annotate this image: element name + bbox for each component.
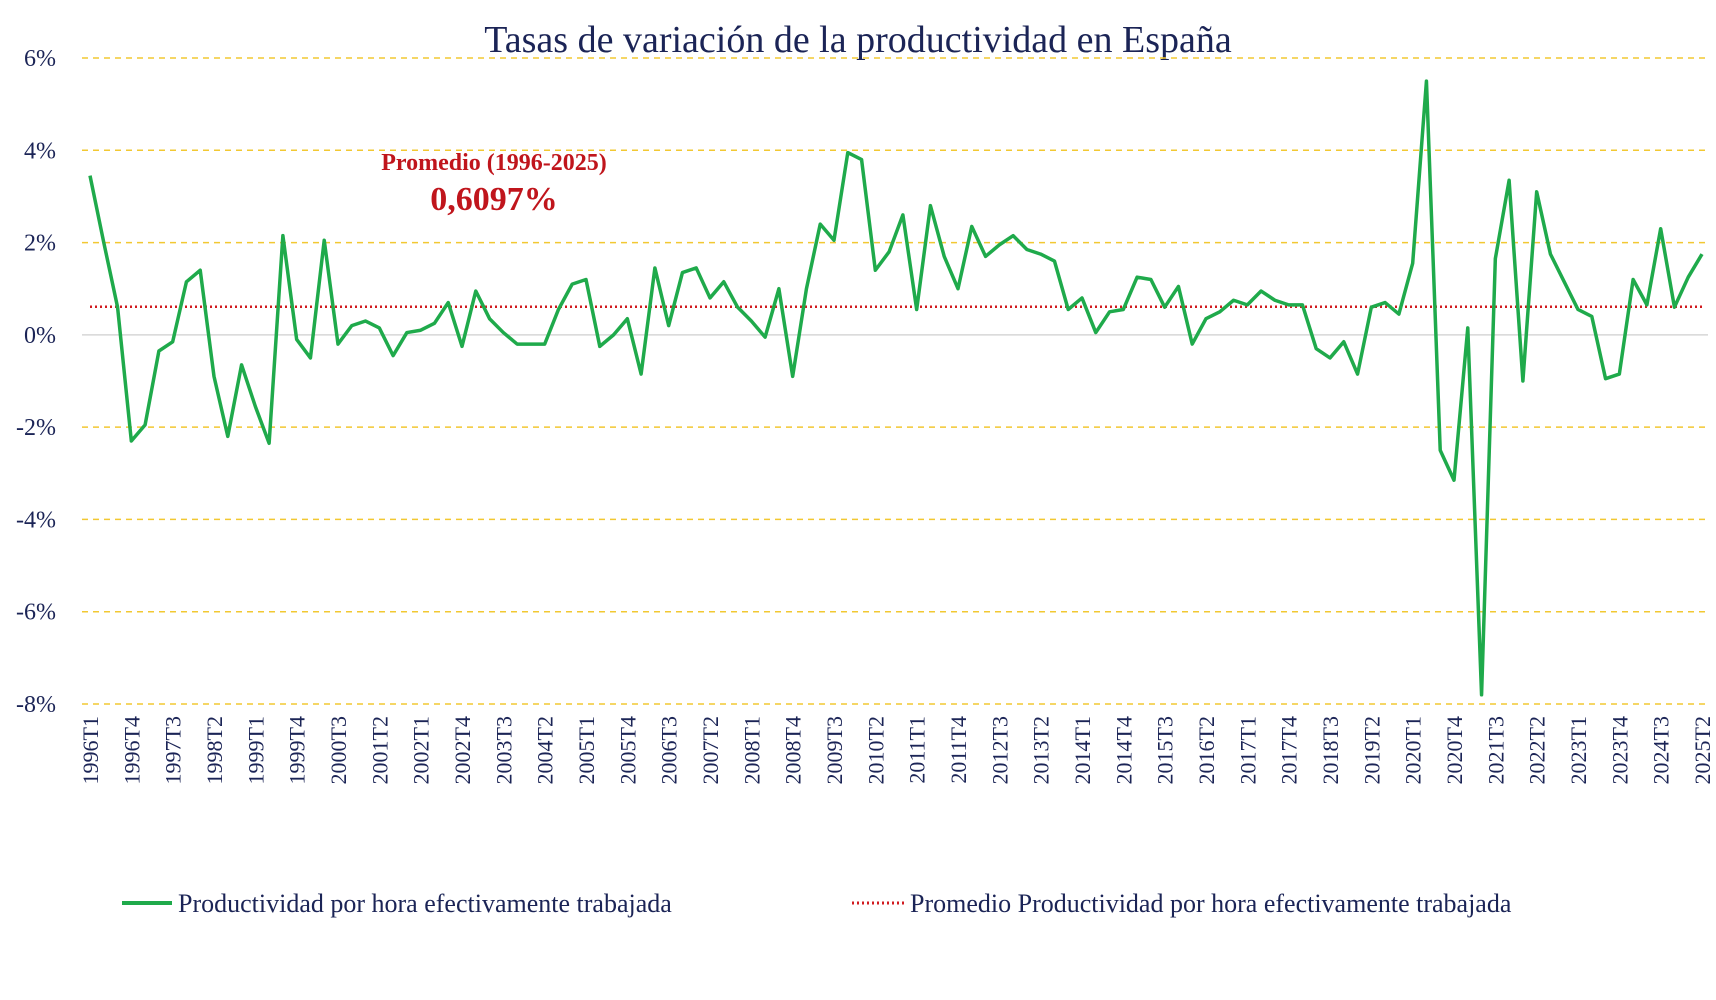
x-tick-label: 2013T2 [1029,716,1054,784]
x-tick-label: 2015T3 [1153,716,1178,784]
x-tick-label: 1998T2 [202,716,227,784]
x-tick-label: 1997T3 [161,716,186,784]
x-tick-label: 2007T2 [698,716,723,784]
x-tick-label: 2006T3 [657,716,682,784]
x-tick-label: 2012T3 [987,716,1012,784]
x-tick-label: 2003T3 [491,716,516,784]
x-tick-label: 1999T1 [243,716,268,784]
x-tick-label: 2009T3 [822,716,847,784]
x-tick-label: 2014T4 [1111,716,1136,784]
x-tick-label: 2014T1 [1070,716,1095,784]
legend: Productividad por hora efectivamente tra… [122,889,1512,918]
x-tick-label: 2004T2 [533,716,558,784]
x-tick-label: 2019T2 [1359,716,1384,784]
x-tick-label: 2008T4 [781,716,806,784]
x-tick-label: 2024T3 [1649,716,1674,784]
y-tick-label: -4% [16,507,56,533]
x-tick-label: 2002T1 [409,716,434,784]
x-tick-label: 2016T2 [1194,716,1219,784]
y-tick-label: 6% [24,46,56,72]
y-tick-label: -6% [16,600,56,626]
legend-label-promedio: Promedio Productividad por hora efectiva… [910,889,1512,918]
y-tick-label: 0% [24,323,56,349]
series-layer [88,79,1704,697]
x-tick-label: 2011T4 [946,716,971,784]
x-tick-label: 2022T2 [1525,716,1550,784]
average-annotation-value: 0,6097% [430,181,558,218]
x-tick-label: 1996T4 [119,716,144,784]
x-tick-label: 2017T1 [1235,716,1260,784]
y-tick-label: -2% [16,415,56,441]
x-tick-label: 2020T4 [1442,716,1467,784]
chart-title: Tasas de variación de la productividad e… [484,19,1232,61]
x-tick-label: 2025T2 [1690,716,1715,784]
x-tick-label: 1999T4 [285,716,310,784]
x-tick-label: 2017T4 [1277,716,1302,784]
x-tick-label: 2005T1 [574,716,599,784]
y-axis: 6% 4% 2% 0% -2% -4% -6% -8% [16,46,56,718]
x-tick-label: 2008T1 [739,716,764,784]
x-tick-label: 1996T1 [78,716,103,784]
y-tick-label: -8% [16,692,56,718]
legend-label-productividad: Productividad por hora efectivamente tra… [178,889,672,918]
average-annotation-label: Promedio (1996-2025) [381,150,607,176]
y-tick-label: 2% [24,231,56,257]
x-tick-label: 2011T1 [905,716,930,784]
x-tick-label: 2001T2 [367,716,392,784]
x-tick-label: 2005T4 [615,716,640,784]
x-tick-label: 2000T3 [326,716,351,784]
y-tick-label: 4% [24,138,56,164]
x-tick-label: 2010T2 [863,716,888,784]
x-tick-label: 2002T4 [450,716,475,784]
x-axis: 1996T1 1996T4 1997T3 1998T2 1999T1 1999T4 2000… [78,716,1715,784]
x-tick-label: 2023T4 [1607,716,1632,784]
x-tick-label: 2018T3 [1318,716,1343,784]
x-tick-label: 2021T3 [1483,716,1508,784]
productivity-line [88,79,1704,697]
x-tick-label: 2023T1 [1566,716,1591,784]
x-tick-label: 2020T1 [1401,716,1426,784]
average-annotation: Promedio (1996-2025) 0,6097% [381,150,607,218]
